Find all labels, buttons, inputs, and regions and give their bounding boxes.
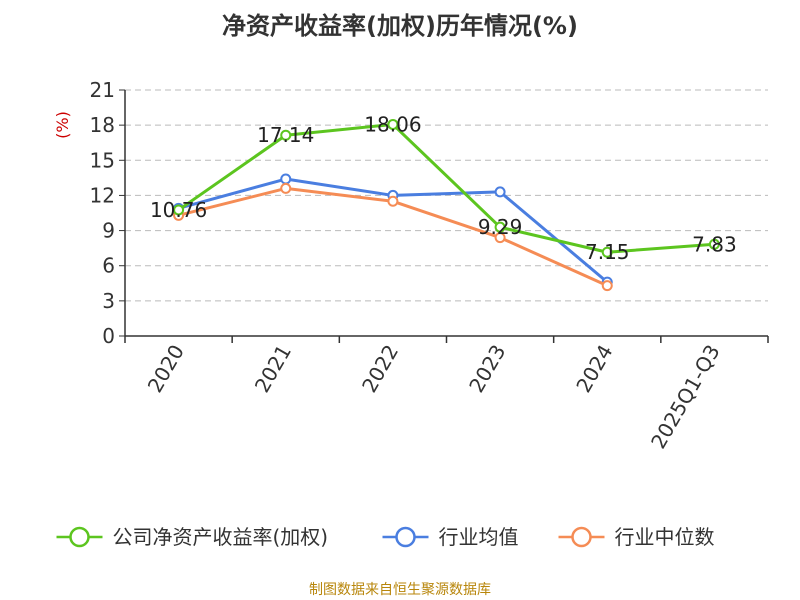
data-label: 17.14 [257, 123, 314, 147]
data-point [280, 173, 292, 185]
x-tick-label: 2021 [250, 341, 296, 397]
data-label: 18.06 [364, 112, 421, 136]
y-tick-label: 21 [90, 78, 115, 102]
y-axis-label: (%) [53, 111, 72, 139]
data-label: 7.15 [585, 240, 630, 264]
x-tick-label: 2025Q1-Q3 [646, 341, 725, 453]
data-point [494, 232, 506, 244]
legend-label: 行业均值 [439, 525, 519, 549]
y-tick-label: 3 [102, 289, 115, 313]
legend-marker [395, 526, 416, 548]
y-tick-label: 0 [102, 324, 115, 348]
data-point [708, 238, 720, 250]
data-label-layer: 10.76 17.14 18.06 9.29 7.15 7.83 [150, 112, 737, 264]
data-point [601, 246, 613, 258]
data-point [494, 186, 506, 198]
x-tick-label: 2023 [464, 341, 510, 397]
x-tick-label: 2024 [571, 341, 617, 397]
y-tick-label: 12 [90, 183, 115, 207]
legend-item: 公司净资产收益率(加权) [56, 525, 329, 549]
data-label: 7.83 [692, 232, 737, 256]
legend-item: 行业中位数 [558, 525, 715, 549]
chart-title: 净资产收益率(加权)历年情况(%) [222, 12, 578, 40]
legend-label: 行业中位数 [615, 525, 715, 549]
data-point [601, 280, 613, 292]
legend-marker [571, 526, 592, 548]
data-point [173, 204, 185, 216]
legend-item: 行业均值 [382, 525, 519, 549]
y-tick-label: 18 [90, 113, 115, 137]
data-point [280, 182, 292, 194]
y-tick-label: 15 [90, 148, 115, 172]
data-point [280, 129, 292, 141]
data-label: 9.29 [478, 215, 523, 239]
legend-marker [69, 526, 90, 548]
x-tick-label: 2020 [143, 341, 189, 397]
series-layer [173, 118, 720, 292]
data-label: 10.76 [150, 198, 207, 222]
data-point [387, 195, 399, 207]
data-point [494, 221, 506, 233]
legend-label: 公司净资产收益率(加权) [113, 525, 329, 549]
data-point [387, 118, 399, 130]
y-tick-label: 9 [102, 219, 115, 243]
source-note: 制图数据来自恒生聚源数据库 [309, 582, 491, 598]
grid-layer [125, 89, 768, 302]
y-tick-label: 6 [102, 254, 115, 278]
series-line [177, 122, 715, 254]
x-tick-label: 2022 [357, 341, 403, 397]
legend: 公司净资产收益率(加权) 行业均值 行业中位数 [56, 525, 715, 549]
